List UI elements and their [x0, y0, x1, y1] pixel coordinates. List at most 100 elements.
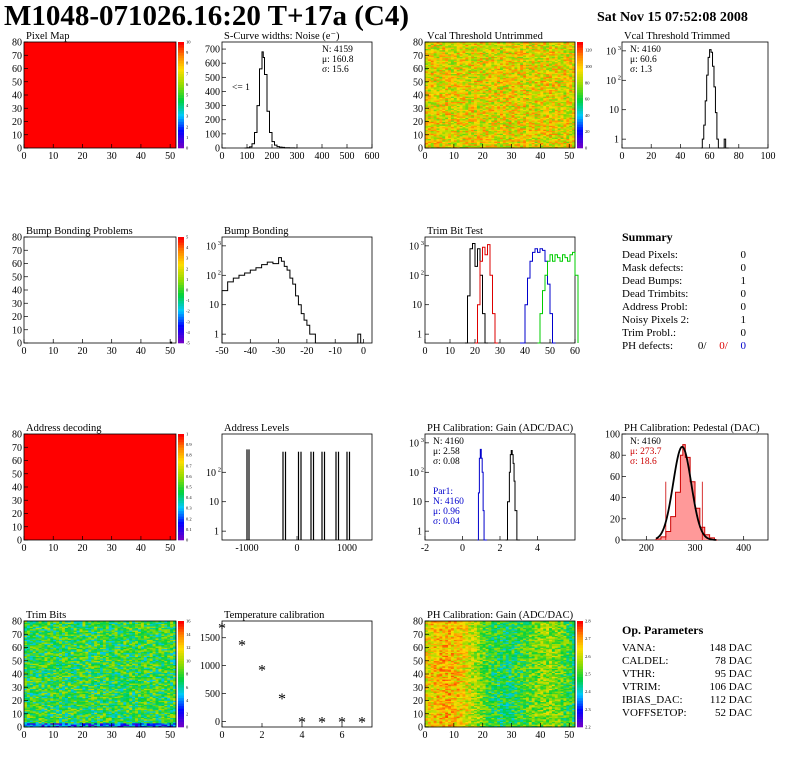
- heatmap-cell: [511, 88, 515, 91]
- heatmap-cell: [497, 145, 501, 147]
- heatmap-cell: [520, 56, 524, 59]
- heatmap-cell: [468, 104, 472, 106]
- heatmap-cell: [494, 105, 498, 108]
- heatmap-cell: [433, 117, 437, 120]
- heatmap-cell: [436, 128, 440, 130]
- palette-tick-label: 100: [585, 64, 593, 69]
- heatmap-cell: [430, 42, 434, 44]
- heatmap-cell: [528, 98, 533, 101]
- heatmap-cell: [456, 43, 460, 45]
- heatmap-cell: [462, 80, 466, 83]
- heatmap-cell: [508, 73, 512, 76]
- heatmap-cell: [491, 121, 495, 124]
- heatmap-cell: [525, 117, 530, 120]
- palette-step: [577, 134, 583, 138]
- y-tick-label: 1: [614, 135, 619, 146]
- heatmap-cell: [430, 79, 434, 81]
- heatmap-cell: [439, 118, 443, 121]
- y-tick-label: 80: [12, 38, 22, 49]
- heatmap-cell: [505, 124, 509, 126]
- heatmap-cell: [485, 42, 489, 44]
- heatmap-cell: [459, 110, 463, 113]
- heatmap-cell: [505, 80, 509, 83]
- x-tick-label: 100: [240, 151, 255, 162]
- heatmap-cell: [488, 76, 492, 79]
- heatmap-cell: [465, 144, 469, 146]
- heatmap-cell: [534, 57, 538, 60]
- heatmap-cell: [442, 64, 446, 67]
- x-tick-label: 50: [165, 346, 175, 357]
- heatmap-cell: [508, 64, 512, 67]
- heatmap-cell: [531, 85, 535, 88]
- heatmap-cell: [517, 121, 521, 124]
- heatmap-cell: [534, 75, 538, 77]
- heatmap-cell: [537, 117, 541, 120]
- heatmap-cell: [534, 96, 538, 98]
- heatmap-cell: [453, 112, 458, 114]
- heatmap-cell: [474, 48, 478, 51]
- palette-tick-label: 0.6: [186, 474, 192, 479]
- y-tick-label: 10: [209, 497, 219, 508]
- heatmap-cell: [465, 97, 469, 100]
- heatmap-cell: [468, 73, 472, 76]
- palette-step: [178, 332, 184, 336]
- heatmap-cell: [456, 75, 460, 77]
- heatmap-cell: [439, 140, 443, 142]
- heatmap-cell: [508, 65, 512, 68]
- heatmap-cell: [494, 144, 498, 146]
- heatmap-cell: [531, 83, 535, 85]
- heatmap-cell: [534, 114, 538, 117]
- heatmap-cell: [500, 136, 504, 138]
- heatmap-cell: [453, 76, 458, 79]
- heatmap-cell: [531, 92, 535, 94]
- heatmap-cell: [497, 122, 501, 125]
- heatmap-cell: [425, 130, 429, 133]
- heatmap-cell: [525, 73, 530, 76]
- heatmap-cell: [517, 120, 521, 122]
- palette-step: [577, 105, 583, 109]
- heatmap-cell: [502, 109, 507, 112]
- heatmap-cell: [482, 142, 486, 145]
- heatmap-cell: [531, 124, 535, 126]
- heatmap-cell: [439, 77, 443, 80]
- heatmap-cell: [488, 77, 492, 80]
- heatmap-cell: [520, 120, 524, 122]
- heatmap-cell: [479, 79, 483, 81]
- heatmap-cell: [531, 80, 535, 83]
- heatmap-cell: [474, 57, 478, 60]
- heatmap-cell: [502, 118, 507, 121]
- heatmap-cell: [500, 83, 504, 85]
- heatmap-cell: [425, 92, 429, 94]
- heatmap-cell: [491, 142, 495, 145]
- y-tick-exponent: 2: [421, 269, 424, 276]
- heatmap-cell: [433, 52, 437, 55]
- heatmap-cell: [436, 59, 440, 61]
- heatmap-cell: [520, 138, 524, 141]
- heatmap-cell: [502, 83, 507, 85]
- heatmap-cell: [471, 75, 475, 77]
- heatmap-cell: [482, 63, 486, 65]
- heatmap-cell: [439, 59, 443, 61]
- palette-step: [178, 60, 184, 64]
- heatmap-cell: [534, 142, 538, 145]
- heatmap-cell: [453, 98, 458, 101]
- heatmap-cell: [442, 44, 446, 47]
- heatmap-cell: [482, 109, 486, 112]
- heatmap-cell: [517, 88, 521, 91]
- heatmap-cell: [537, 120, 541, 122]
- heatmap-cell: [502, 113, 507, 116]
- heatmap-cell: [479, 98, 483, 101]
- heatmap-cell: [465, 73, 469, 76]
- heatmap-cell: [523, 49, 527, 52]
- heatmap-cell: [427, 77, 432, 80]
- heatmap-cell: [523, 95, 527, 97]
- heatmap-cell: [445, 75, 449, 77]
- heatmap-cell: [430, 142, 434, 145]
- heatmap-cell: [537, 85, 541, 88]
- heatmap-cell: [436, 51, 440, 53]
- heatmap-cell: [465, 114, 469, 117]
- heatmap-cell: [508, 68, 512, 71]
- heatmap-cell: [445, 64, 449, 67]
- heatmap-cell: [482, 93, 486, 96]
- heatmap-cell: [488, 47, 492, 49]
